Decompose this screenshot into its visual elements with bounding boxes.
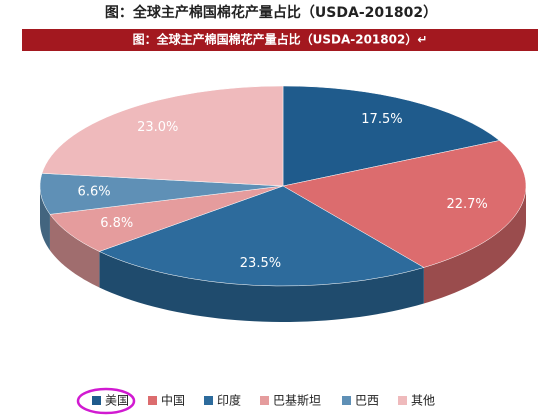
pie: 17.5% 22.7% 23.5% 6.8% 6.6% 23.0% — [39, 85, 527, 322]
legend-swatch — [342, 396, 351, 405]
data-label: 6.6% — [78, 185, 111, 200]
legend-swatch — [92, 396, 101, 405]
slice — [98, 185, 425, 287]
chart-title: 图：全球主产棉国棉花产量占比（USDA-201802） — [105, 4, 437, 21]
slice-side — [99, 251, 424, 322]
data-label: 22.7% — [446, 197, 487, 212]
legend-label: 巴基斯坦 — [273, 394, 321, 408]
slice-side — [423, 186, 526, 304]
legend-label: 其他 — [411, 394, 435, 408]
data-label: 17.5% — [361, 112, 402, 127]
legend-swatch — [260, 396, 269, 405]
legend-label: 美国 — [105, 394, 129, 408]
slice-side — [40, 186, 50, 251]
chart-subtitle: 图：全球主产棉国棉花产量占比（USDA-201802）↵ — [133, 32, 428, 47]
highlight-circle — [76, 387, 136, 415]
legend-swatch — [398, 396, 407, 405]
legend-swatch — [204, 396, 213, 405]
legend-label: 巴西 — [355, 394, 379, 408]
legend-swatch — [148, 396, 157, 405]
legend: 美国 中国 印度 巴基斯坦 巴西 其他 — [92, 393, 435, 408]
data-label: 23.0% — [137, 120, 178, 135]
data-label: 6.8% — [100, 216, 133, 231]
title-banner — [22, 29, 538, 51]
slice-side — [49, 214, 100, 288]
slice — [41, 85, 284, 187]
slice — [282, 85, 500, 187]
slice — [282, 140, 527, 268]
legend-label: 中国 — [161, 393, 185, 408]
legend-label: 印度 — [217, 393, 241, 408]
data-label: 23.5% — [240, 256, 281, 271]
